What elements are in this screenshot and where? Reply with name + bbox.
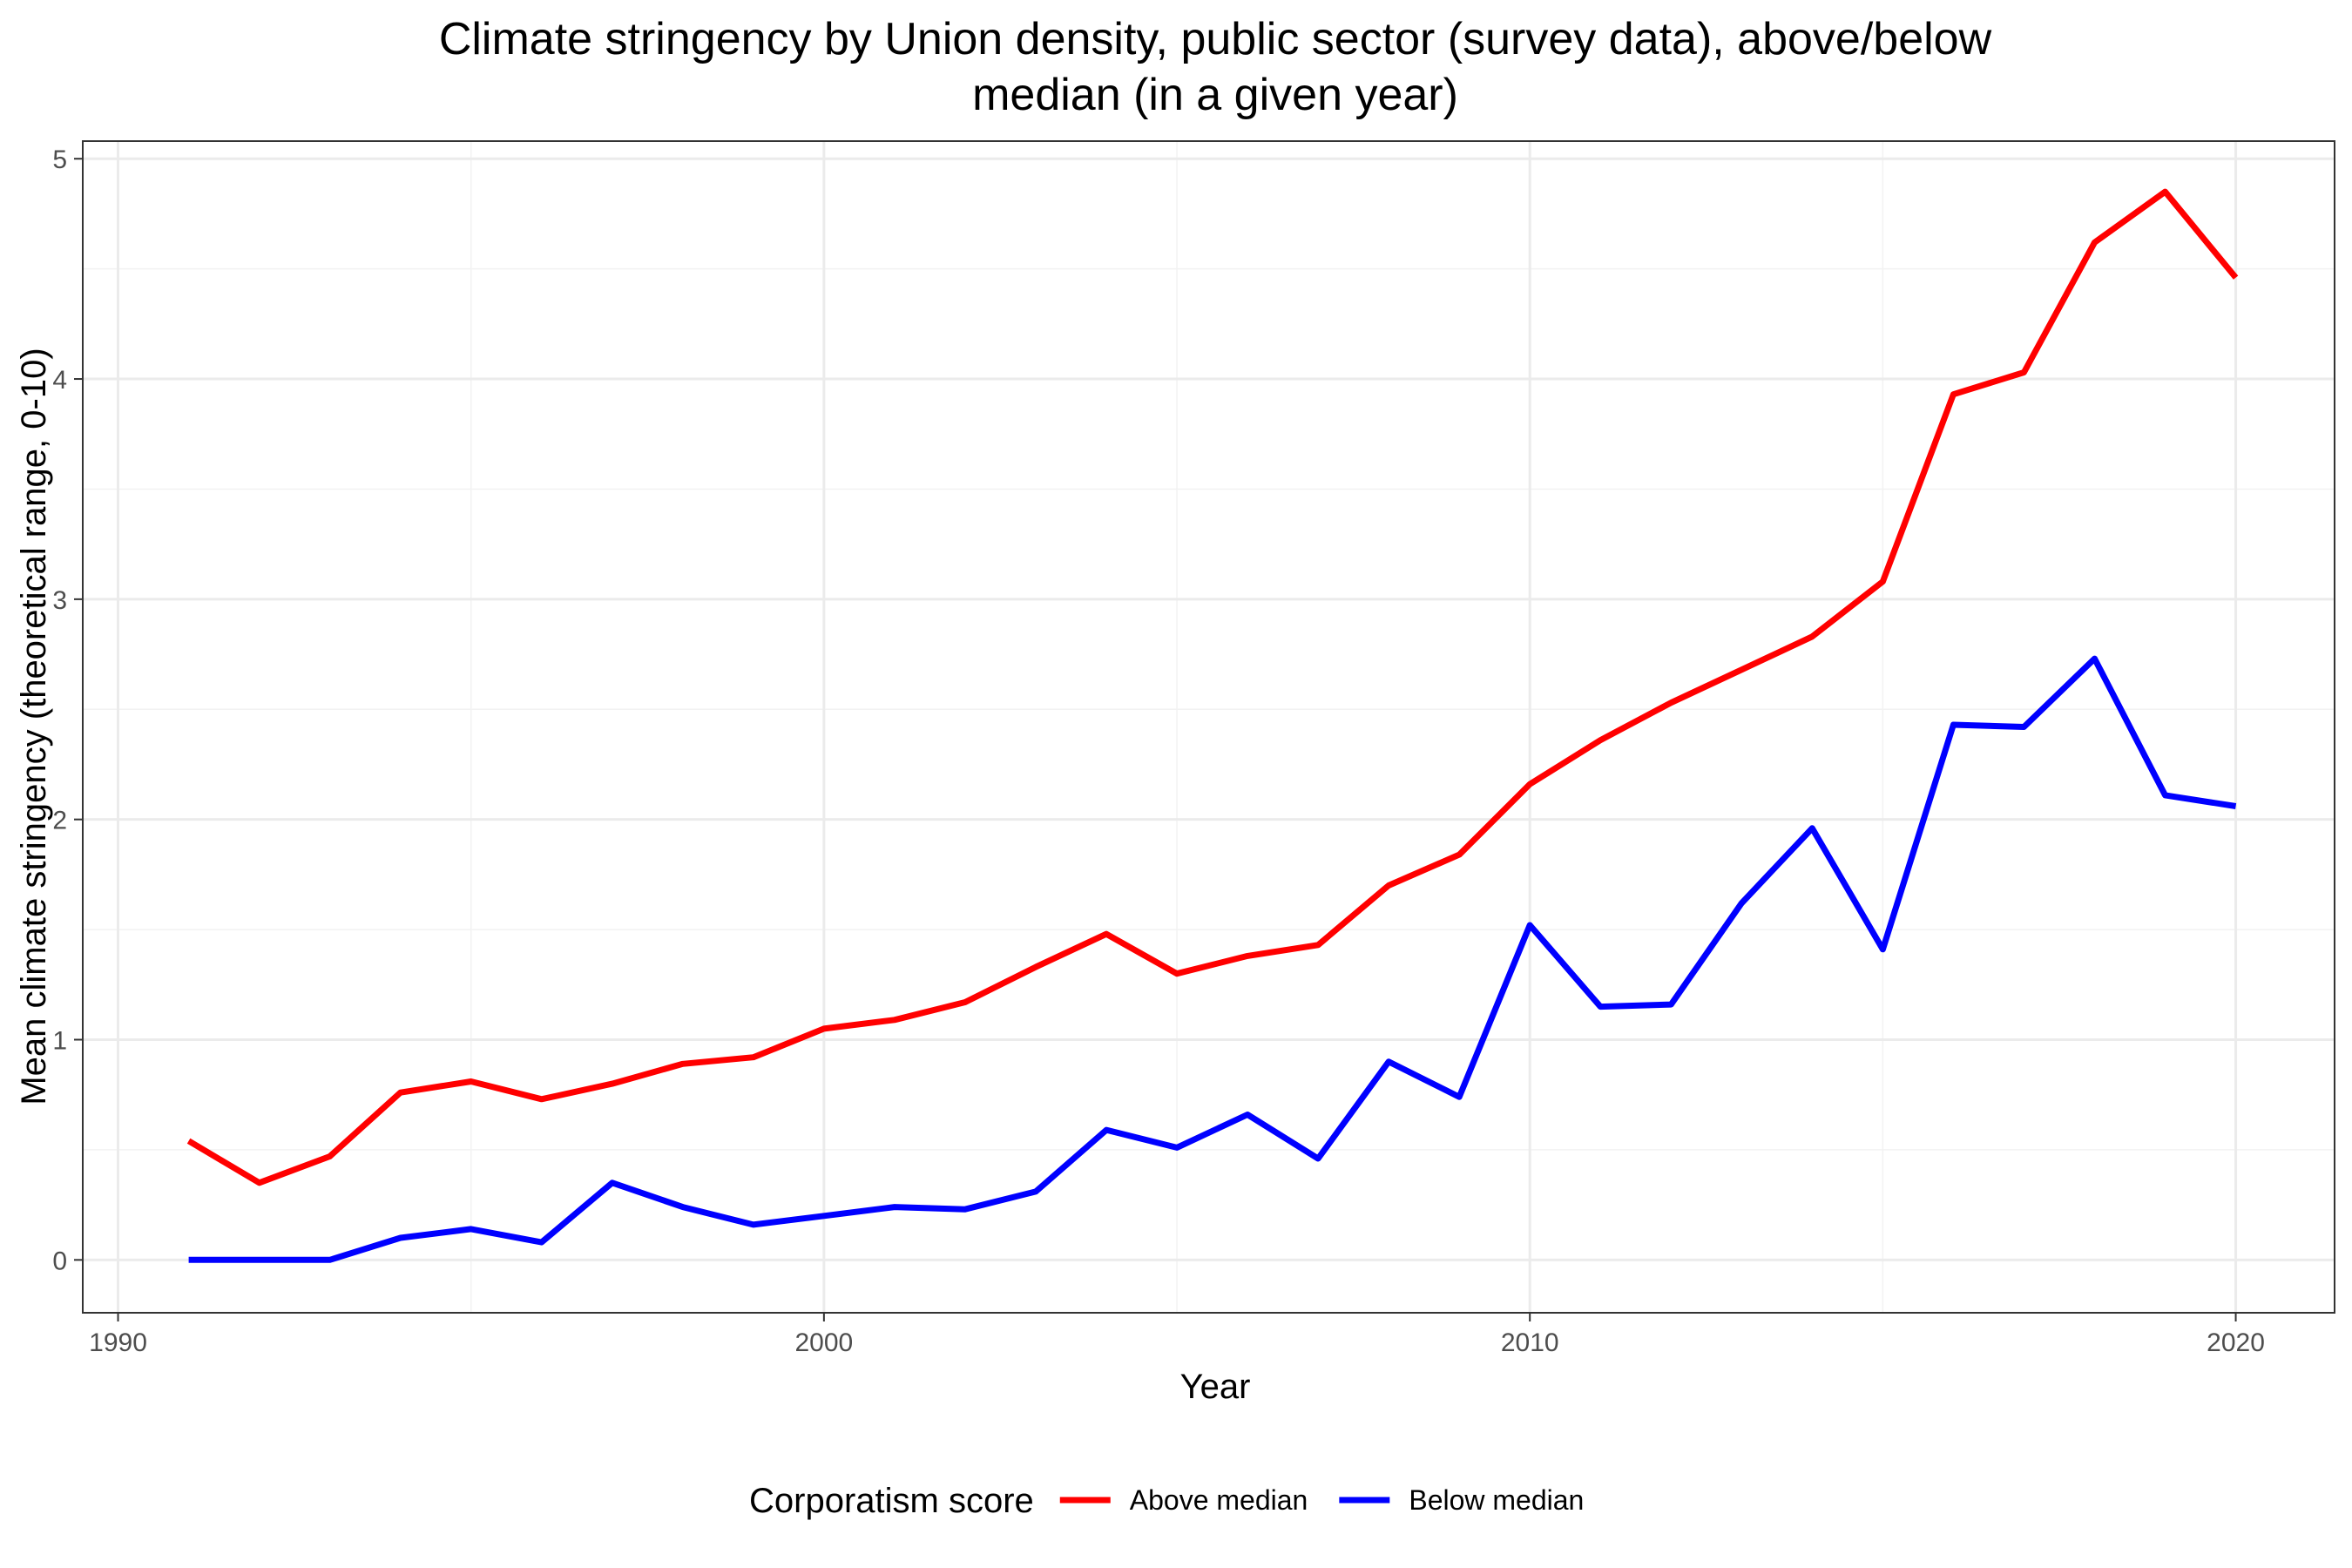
x-tick-label: 2010	[1501, 1328, 1559, 1357]
y-tick-label: 3	[52, 586, 67, 615]
y-tick-label: 1	[52, 1027, 67, 1056]
series-line-below-median	[188, 655, 2237, 1263]
legend-items: Above median Below median	[1059, 1484, 1584, 1516]
y-axis-ticks: 0 1 2 3 4 5	[52, 145, 83, 1275]
legend-label-below-median: Below median	[1409, 1484, 1584, 1516]
chart-title-line-2: median (in a given year)	[972, 70, 1458, 120]
chart-title: Climate stringency by Union density, pub…	[439, 14, 1992, 120]
y-tick-label: 0	[52, 1247, 67, 1275]
y-tick-label: 4	[52, 366, 67, 395]
plot-panel-border	[82, 140, 2335, 1314]
series-lines	[186, 188, 2239, 1263]
x-axis-ticks: 1990 2000 2010 2020	[89, 1313, 2265, 1357]
x-axis-title: Year	[1180, 1368, 1251, 1406]
x-tick-label: 2020	[2207, 1328, 2265, 1357]
legend-title: Corporatism score	[749, 1482, 1034, 1520]
legend-label-above-median: Above median	[1130, 1484, 1308, 1516]
minor-gridlines	[83, 141, 2335, 1313]
y-tick-label: 5	[52, 145, 67, 174]
chart-title-line-1: Climate stringency by Union density, pub…	[439, 14, 1992, 64]
y-tick-label: 2	[52, 807, 67, 835]
legend: Corporatism score Above median Below medi…	[749, 1482, 1584, 1520]
series-line-above-median	[186, 188, 2239, 1186]
x-tick-label: 2000	[794, 1328, 853, 1357]
y-axis-title: Mean climate stringency (theoretical ran…	[15, 348, 53, 1105]
major-gridlines	[83, 141, 2335, 1313]
x-tick-label: 1990	[89, 1328, 147, 1357]
